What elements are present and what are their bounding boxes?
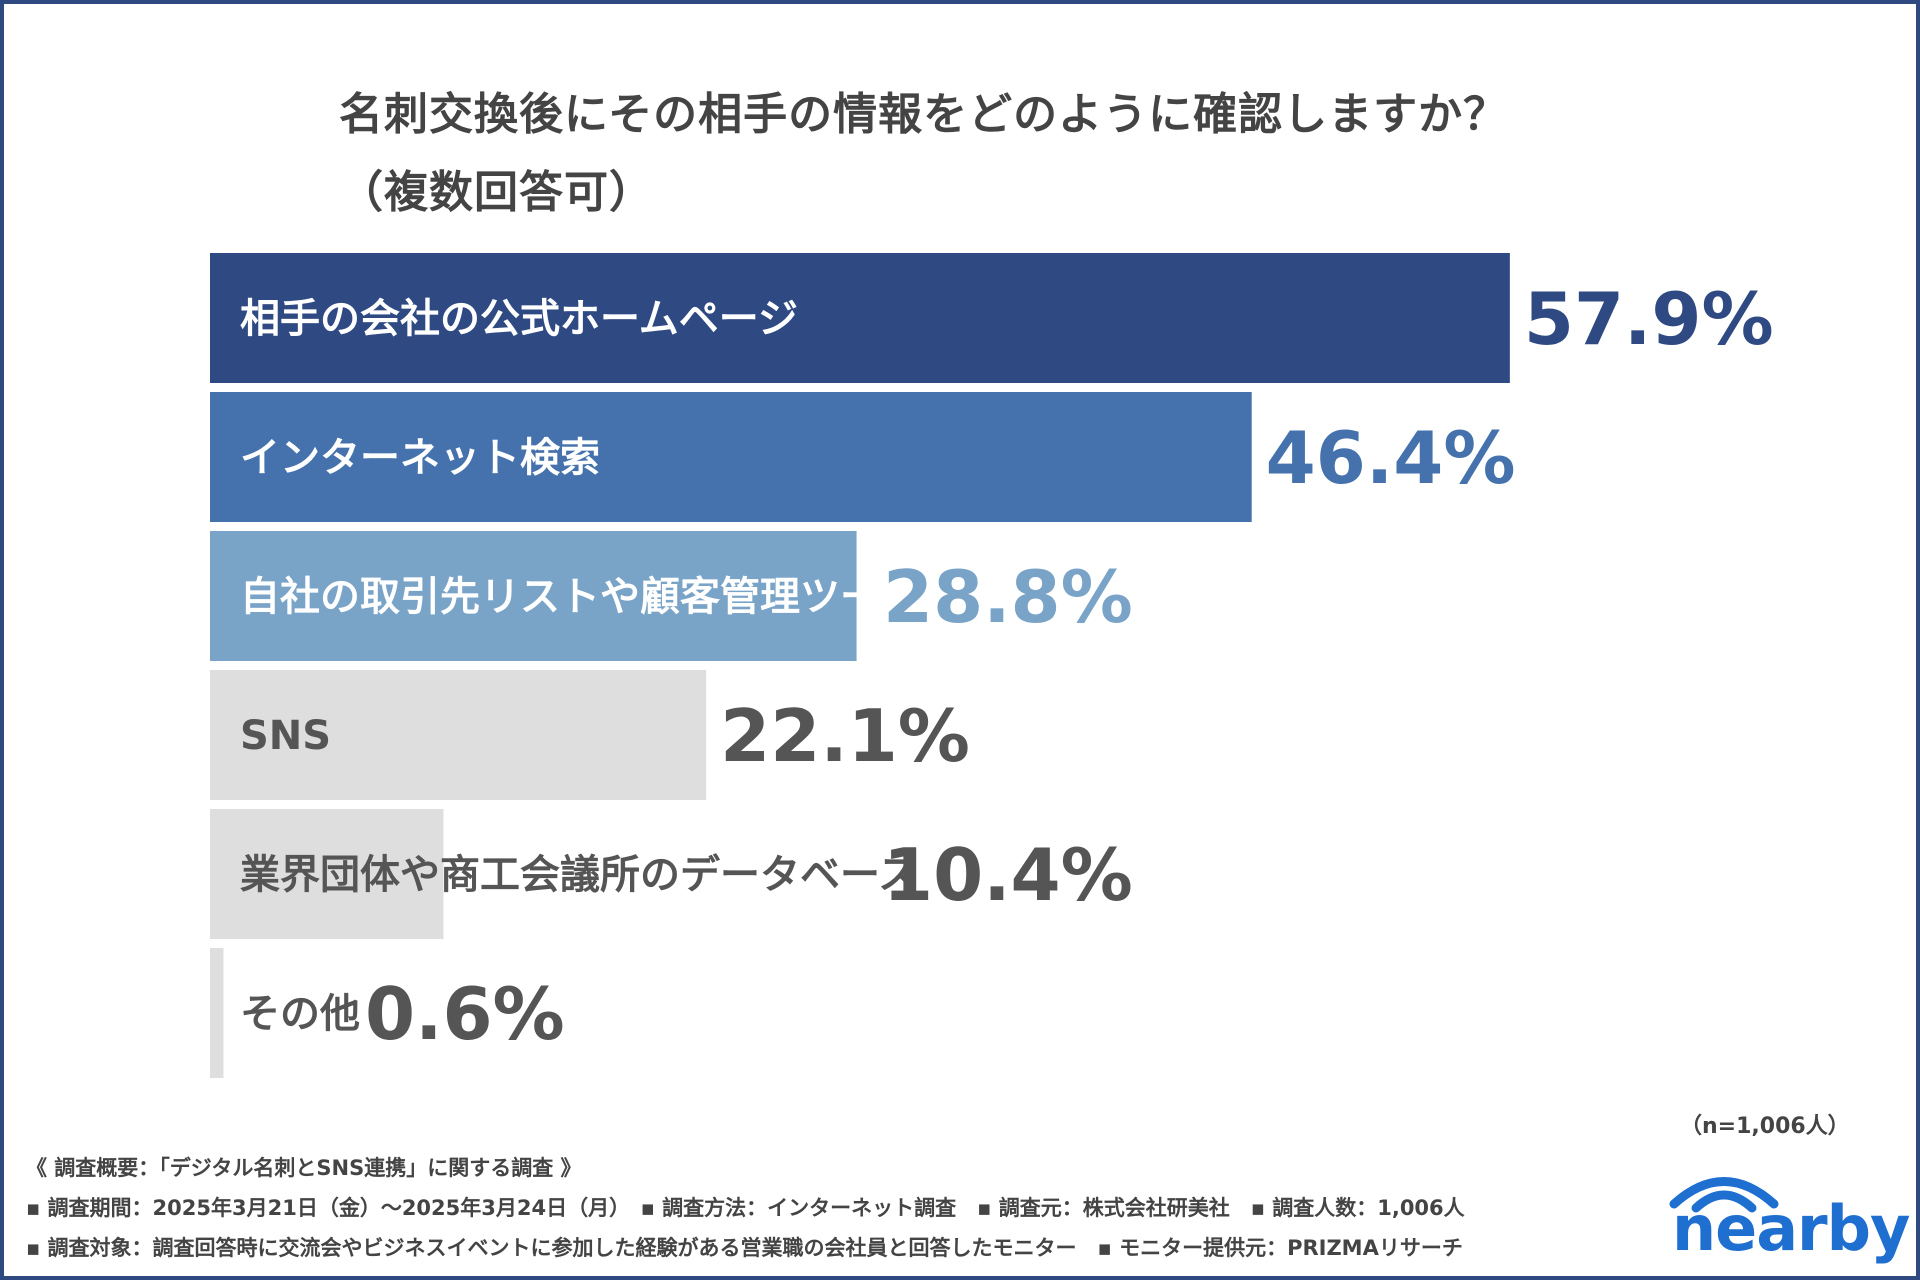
bar-chart: 相手の会社の公式ホームページ 57.9% インターネット検索 46.4% 自社の取引先リ… [210,253,1774,1078]
bar-label-0: 相手の会社の公式ホームページ [240,296,798,342]
bar-5 [210,948,224,1078]
bar-label-3: SNS [240,713,331,759]
footer-line2: ▪ 調査期間：2025年3月21日（金）～2025年3月24日（月） ▪ 調査方… [26,1196,1465,1220]
survey-footer: 《 調査概要：「デジタル名刺とSNS連携」に関する調査 》 ▪ 調査期間：202… [26,1148,1465,1268]
bar-3 [210,670,707,800]
footer-line3: ▪ 調査対象：調査回答時に交流会やビジネスイベントに参加した経験がある営業職の会… [26,1236,1463,1260]
value-label-0: 57.9% [1524,277,1774,361]
bar-4 [210,809,444,939]
nearby-logo: nearby [1664,1164,1910,1265]
sample-size: （n=1,006人） [1680,1114,1850,1139]
value-label-2: 28.8% [883,555,1133,639]
value-label-4: 10.4% [883,833,1133,917]
bar-label-2: 自社の取引先リストや顧客管理ツール [240,574,920,620]
bar-2 [210,531,857,661]
value-label-1: 46.4% [1266,416,1516,500]
value-label-3: 22.1% [720,694,970,778]
bar-1 [210,392,1252,522]
wifi-icon [1669,1177,1779,1213]
bar-label-4: 業界団体や商工会議所のデータベース [240,852,918,898]
bar-0 [210,253,1510,383]
value-label-5: 0.6% [365,972,565,1056]
footer-line1: 《 調査概要：「デジタル名刺とSNS連携」に関する調査 》 [26,1156,582,1180]
chart-title: 名刺交換後にその相手の情報をどのように確認しますか？ （複数回答可） [339,76,1508,232]
chart-title-line2: （複数回答可） [339,167,654,218]
chart-title-line1: 名刺交換後にその相手の情報をどのように確認しますか？ [339,89,1509,140]
bar-label-1: インターネット検索 [240,435,600,481]
logo-text: nearby [1672,1192,1910,1265]
bar-label-5: その他 [240,991,360,1037]
